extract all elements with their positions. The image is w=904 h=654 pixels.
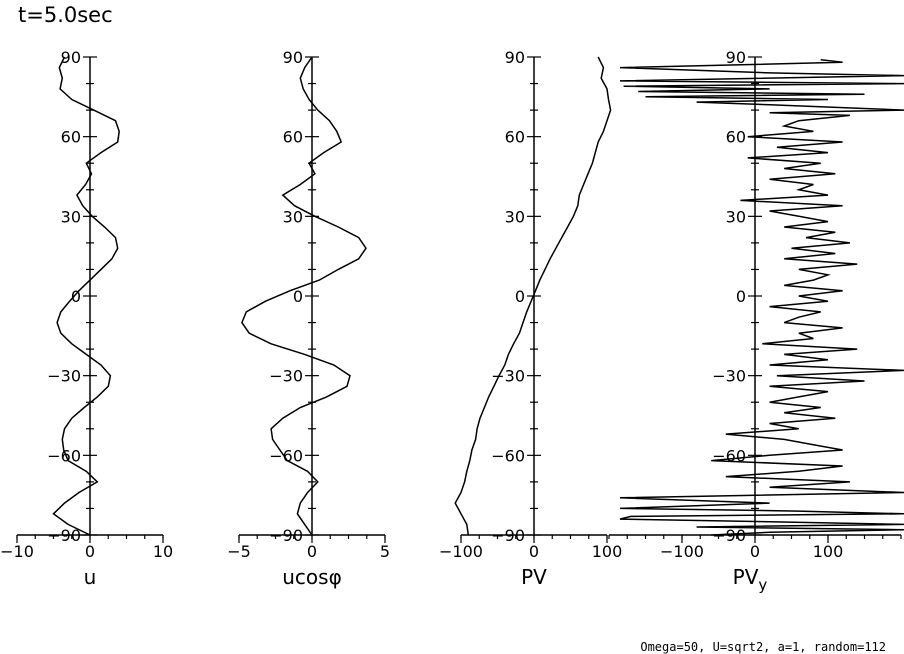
pvy-x-tick-label: −100 xyxy=(660,542,704,561)
ucos-x-tick-label: 0 xyxy=(307,542,317,561)
ucos-y-tick-label: 60 xyxy=(283,128,303,147)
u-y-tick-label: 0 xyxy=(71,287,81,306)
pvy-xlabel-sub: y xyxy=(758,576,767,594)
pvy-x-tick-label: 100 xyxy=(813,542,844,561)
u-y-tick-label: 90 xyxy=(61,48,81,67)
ucos-x-tick-label: −5 xyxy=(227,542,251,561)
ucos-y-tick-label: 30 xyxy=(283,207,303,226)
pv-y-tick-label: 60 xyxy=(505,128,525,147)
u-y-tick-label: −30 xyxy=(47,367,81,386)
pvy-xlabel-main: PV xyxy=(733,565,759,589)
pvy-xlabel: PVy xyxy=(733,565,768,594)
u-y-tick-label: 30 xyxy=(61,207,81,226)
u-y-tick-label: −90 xyxy=(47,526,81,545)
pvy-y-tick-label: 0 xyxy=(736,287,746,306)
pv-x-tick-label: 0 xyxy=(529,542,539,561)
u-y-tick-label: 60 xyxy=(61,128,81,147)
pv-x-tick-label: 100 xyxy=(592,542,623,561)
pv-y-tick-label: −60 xyxy=(491,446,525,465)
ucos-y-tick-label: −60 xyxy=(269,446,303,465)
ucos-xlabel: ucosφ xyxy=(282,565,342,589)
pvy-y-tick-label: 30 xyxy=(726,207,746,226)
pv-y-tick-label: 30 xyxy=(505,207,525,226)
pv-y-tick-label: 90 xyxy=(505,48,525,67)
u-y-tick-label: −60 xyxy=(47,446,81,465)
u-x-tick-label: 10 xyxy=(153,542,173,561)
panel-ucos: 90 60 30 0 −30 −60 −90 −5 0 5 ucosφ xyxy=(227,48,390,589)
pvy-y-tick-label: 90 xyxy=(726,48,746,67)
ucos-y-tick-label: −30 xyxy=(269,367,303,386)
figure-title: t=5.0sec xyxy=(18,3,113,27)
ucos-y-tick-label: −90 xyxy=(269,526,303,545)
pv-xlabel: PV xyxy=(521,565,547,589)
u-x-tick-label: 0 xyxy=(85,542,95,561)
pv-y-tick-label: −30 xyxy=(491,367,525,386)
u-xlabel: u xyxy=(84,565,97,589)
ucos-y-tick-label: 90 xyxy=(283,48,303,67)
pvy-y-tick-label: −60 xyxy=(712,446,746,465)
panel-u: 90 60 30 0 −30 −60 −90 −10 0 10 u xyxy=(0,48,173,589)
u-curve xyxy=(52,56,120,536)
pvy-y-tick-label: −30 xyxy=(712,367,746,386)
ucos-curve xyxy=(241,56,367,536)
pvy-y-tick-label: 60 xyxy=(726,128,746,147)
pvy-y-tick-label: −90 xyxy=(712,526,746,545)
pv-y-tick-label: −90 xyxy=(491,526,525,545)
pv-x-tick-label: −100 xyxy=(439,542,483,561)
ucos-x-tick-label: 5 xyxy=(380,542,390,561)
parameters-footer: Omega=50, U=sqrt2, a=1, random=112 xyxy=(640,640,886,654)
ucos-y-tick-label: 0 xyxy=(293,287,303,306)
pvy-curve xyxy=(619,58,904,536)
panel-pv: 90 60 30 0 −30 −60 −90 −100 0 100 PV xyxy=(439,48,622,589)
pv-y-tick-label: 0 xyxy=(515,287,525,306)
pvy-x-tick-label: 0 xyxy=(750,542,760,561)
panel-pvy: 90 60 30 0 −30 −60 −90 −100 0 100 PVy xyxy=(608,48,904,594)
u-x-tick-label: −10 xyxy=(0,542,34,561)
